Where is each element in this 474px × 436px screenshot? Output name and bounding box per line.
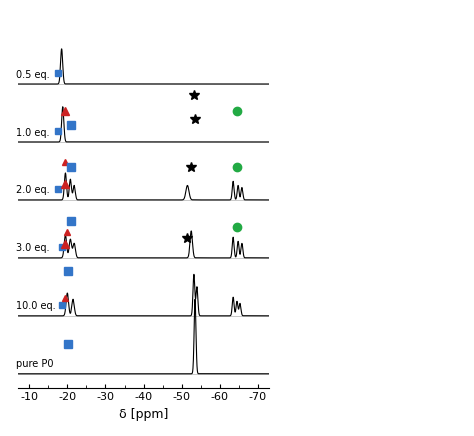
Text: 3.0 eq.: 3.0 eq.: [16, 243, 49, 253]
Text: pure P0: pure P0: [16, 359, 54, 369]
X-axis label: δ [ppm]: δ [ppm]: [119, 408, 168, 421]
Text: 10.0 eq.: 10.0 eq.: [16, 301, 55, 311]
Text: 0.5 eq.: 0.5 eq.: [16, 70, 49, 80]
Text: 1.0 eq.: 1.0 eq.: [16, 128, 49, 137]
Text: 2.0 eq.: 2.0 eq.: [16, 185, 49, 195]
